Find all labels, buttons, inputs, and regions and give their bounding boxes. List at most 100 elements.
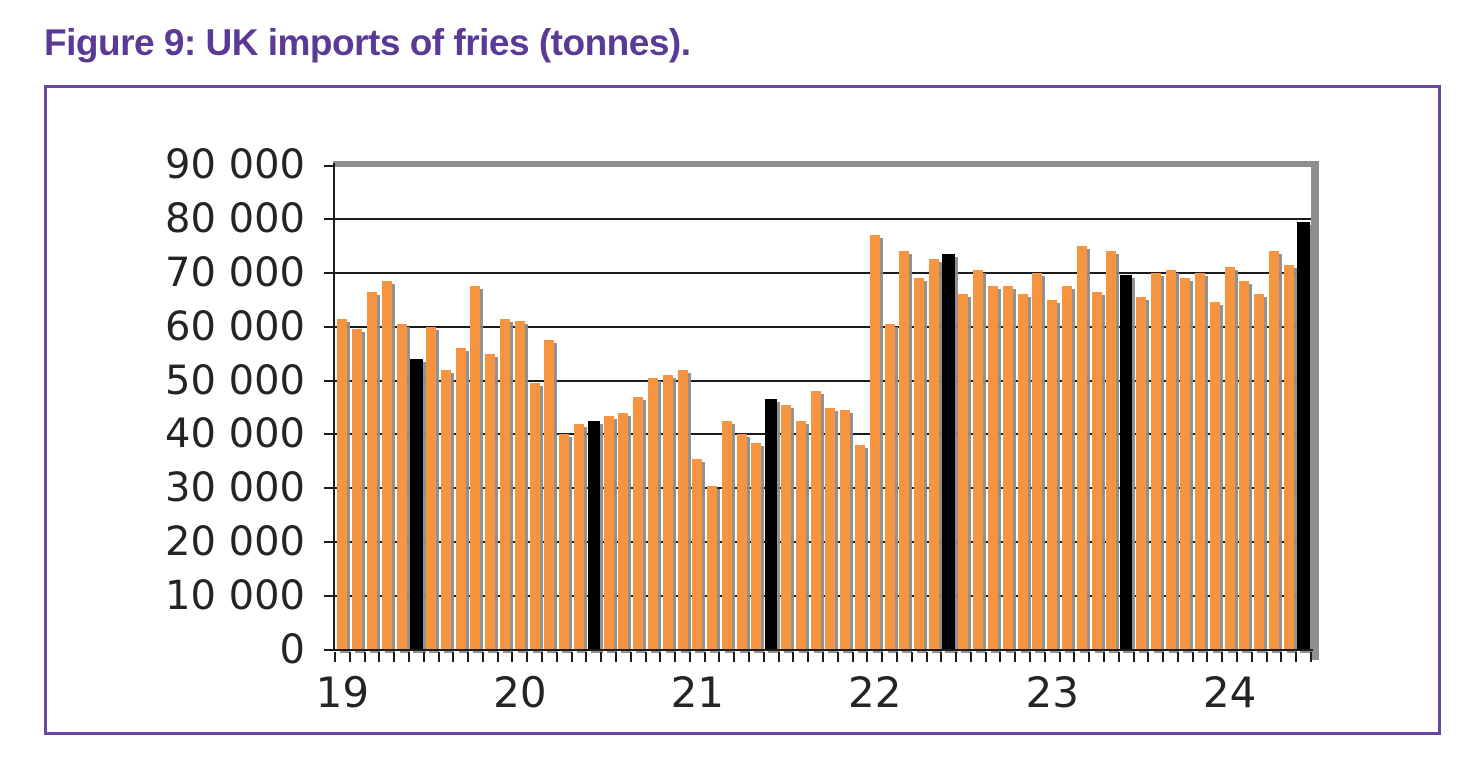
x-tick-mark-15	[555, 652, 558, 662]
x-tick-mark-65	[1295, 652, 1298, 662]
x-tick-mark-62	[1250, 652, 1253, 662]
gridline-30000	[335, 487, 1311, 490]
x-tick-mark-3	[378, 652, 381, 662]
bar	[1195, 272, 1206, 650]
bar-highlighted	[410, 359, 423, 650]
x-tick-mark-11	[496, 652, 499, 662]
bar	[692, 458, 703, 650]
x-tick-mark-19	[614, 652, 617, 662]
y-tick-mark-40000	[324, 433, 333, 436]
x-tick-mark-40	[925, 652, 928, 662]
x-tick-mark-63	[1265, 652, 1268, 662]
x-tick-mark-16	[570, 652, 573, 662]
bar	[618, 412, 629, 650]
bar	[440, 369, 451, 650]
bar	[781, 404, 792, 650]
x-tick-mark-14	[541, 652, 544, 662]
bar	[751, 442, 762, 650]
bar	[544, 340, 555, 650]
y-tick-mark-60000	[324, 325, 333, 328]
x-tick-mark-28	[748, 652, 751, 662]
x-axis-label-21: 21	[670, 668, 725, 717]
y-axis-label-30000: 30 000	[165, 465, 305, 512]
bar	[366, 291, 377, 650]
x-tick-mark-41	[940, 652, 943, 662]
bar	[1062, 286, 1072, 650]
bar	[1254, 294, 1265, 650]
x-tick-mark-43	[969, 652, 972, 662]
x-tick-mark-64	[1280, 652, 1283, 662]
y-axis-label-40000: 40 000	[165, 411, 305, 458]
x-tick-mark-8	[452, 652, 455, 662]
bar-highlighted	[1119, 275, 1133, 650]
bar	[707, 485, 718, 650]
x-tick-mark-54	[1132, 652, 1135, 662]
x-tick-mark-58	[1191, 652, 1194, 662]
x-tick-mark-12	[511, 652, 514, 662]
x-axis-label-22: 22	[848, 668, 902, 717]
bar	[928, 259, 939, 650]
x-tick-mark-49	[1058, 652, 1061, 662]
x-tick-mark-5	[407, 652, 410, 662]
y-tick-mark-20000	[324, 541, 333, 544]
bar	[869, 235, 880, 650]
bar	[352, 329, 363, 650]
bar-highlighted	[587, 420, 601, 650]
x-tick-mark-1	[348, 652, 351, 662]
x-tick-mark-53	[1117, 652, 1120, 662]
gridline-80000	[335, 217, 1311, 220]
bar	[1002, 286, 1013, 650]
x-tick-mark-20	[629, 652, 632, 662]
y-axis-line	[333, 163, 335, 651]
gridline-60000	[335, 325, 1311, 328]
bar	[337, 318, 348, 650]
bar	[973, 270, 984, 650]
x-tick-mark-4	[393, 652, 396, 662]
bar	[1047, 299, 1058, 650]
y-tick-mark-90000	[324, 165, 333, 167]
bar-highlighted	[1297, 221, 1310, 650]
bar	[662, 375, 673, 650]
x-tick-mark-59	[1206, 652, 1209, 662]
y-axis-label-50000: 50 000	[165, 357, 305, 404]
bar-highlighted	[942, 253, 955, 650]
bar	[1150, 272, 1161, 650]
bar	[500, 318, 511, 650]
x-tick-mark-2	[363, 652, 366, 662]
bar	[884, 323, 895, 650]
x-axis-label-24: 24	[1202, 668, 1257, 717]
bar	[455, 348, 466, 650]
x-tick-mark-6	[422, 652, 425, 662]
bar	[1091, 291, 1102, 650]
bar	[914, 278, 925, 650]
x-tick-mark-30	[777, 652, 780, 662]
y-axis-label-20000: 20 000	[165, 519, 305, 566]
bar	[633, 396, 644, 650]
x-tick-mark-34	[836, 652, 839, 662]
x-tick-mark-37	[881, 652, 884, 662]
bar	[647, 377, 658, 650]
x-tick-mark-18	[600, 652, 603, 662]
bar	[840, 410, 851, 650]
x-tick-mark-46	[1014, 652, 1017, 662]
y-axis-label-0: 0	[279, 627, 305, 673]
y-axis-label-90000: 90 000	[165, 142, 305, 188]
bar	[1283, 264, 1294, 650]
bar	[559, 434, 570, 650]
x-tick-mark-45	[999, 652, 1002, 662]
x-tick-mark-0	[334, 652, 336, 662]
bar	[381, 280, 392, 650]
y-tick-mark-80000	[324, 217, 333, 220]
bar	[736, 434, 747, 650]
bar	[958, 294, 969, 650]
y-tick-mark-50000	[324, 379, 333, 382]
x-tick-mark-56	[1162, 652, 1165, 662]
plot-frame-top-shadow	[333, 161, 1319, 167]
x-tick-mark-26	[718, 652, 721, 662]
x-tick-mark-42	[955, 652, 958, 662]
bar	[1135, 297, 1146, 650]
gridline-70000	[335, 271, 1311, 274]
bar	[1209, 302, 1220, 650]
bar	[603, 415, 614, 650]
bar	[1076, 245, 1087, 650]
